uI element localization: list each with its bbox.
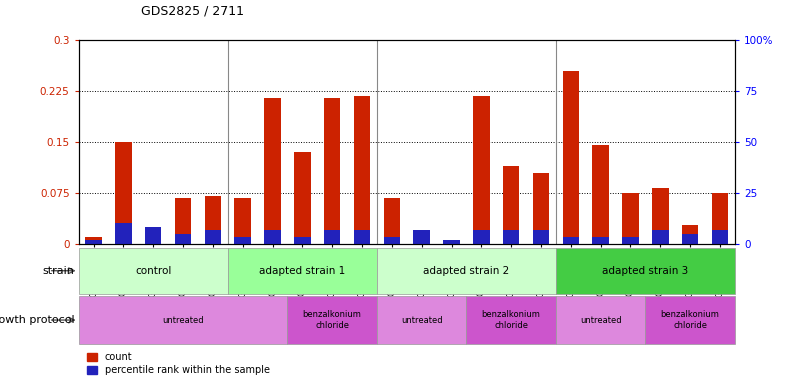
Bar (234, 237, 251, 244)
Bar (682, 225, 699, 244)
Bar (324, 230, 340, 244)
Bar (563, 237, 579, 244)
Bar (503, 230, 520, 244)
Bar (473, 230, 490, 244)
Bar (443, 240, 460, 244)
Bar (473, 96, 490, 244)
Bar (556, 296, 645, 344)
Bar (533, 230, 549, 244)
Text: growth protocol: growth protocol (0, 315, 75, 325)
Bar (413, 237, 430, 244)
Text: GDS2825 / 2711: GDS2825 / 2711 (141, 4, 244, 17)
Legend: count, percentile rank within the sample: count, percentile rank within the sample (83, 348, 274, 379)
Bar (443, 240, 460, 244)
Bar (145, 227, 161, 244)
Bar (533, 173, 549, 244)
Text: adapted strain 1: adapted strain 1 (259, 266, 346, 276)
Bar (377, 248, 556, 294)
Bar (652, 188, 669, 244)
Bar (503, 166, 520, 244)
Bar (204, 230, 221, 244)
Bar (228, 248, 377, 294)
Text: benzalkonium
chloride: benzalkonium chloride (303, 310, 362, 330)
Bar (86, 237, 101, 244)
Bar (712, 193, 728, 244)
Bar (234, 198, 251, 244)
Bar (466, 296, 556, 344)
Bar (354, 230, 370, 244)
Bar (623, 237, 639, 244)
Bar (384, 237, 400, 244)
Text: adapted strain 3: adapted strain 3 (602, 266, 689, 276)
Bar (623, 193, 639, 244)
Bar (593, 237, 609, 244)
Text: control: control (135, 266, 171, 276)
Bar (682, 233, 699, 244)
Bar (645, 296, 735, 344)
Bar (204, 196, 221, 244)
Text: untreated: untreated (580, 316, 622, 324)
Text: adapted strain 2: adapted strain 2 (424, 266, 509, 276)
Bar (264, 98, 281, 244)
Bar (79, 296, 288, 344)
Bar (556, 248, 735, 294)
Text: untreated: untreated (162, 316, 204, 324)
Bar (563, 71, 579, 244)
Bar (593, 146, 609, 244)
Bar (145, 227, 161, 244)
Bar (413, 230, 430, 244)
Bar (294, 152, 310, 244)
Bar (264, 230, 281, 244)
Text: strain: strain (42, 266, 75, 276)
Text: benzalkonium
chloride: benzalkonium chloride (661, 310, 720, 330)
Bar (354, 96, 370, 244)
Bar (79, 248, 228, 294)
Bar (174, 198, 191, 244)
Bar (174, 233, 191, 244)
Bar (115, 223, 131, 244)
Bar (712, 230, 728, 244)
Text: untreated: untreated (401, 316, 443, 324)
Bar (115, 142, 131, 244)
Bar (288, 296, 377, 344)
Bar (652, 230, 669, 244)
Bar (294, 237, 310, 244)
Text: benzalkonium
chloride: benzalkonium chloride (482, 310, 541, 330)
Bar (86, 240, 101, 244)
Bar (324, 98, 340, 244)
Bar (377, 296, 466, 344)
Bar (384, 198, 400, 244)
